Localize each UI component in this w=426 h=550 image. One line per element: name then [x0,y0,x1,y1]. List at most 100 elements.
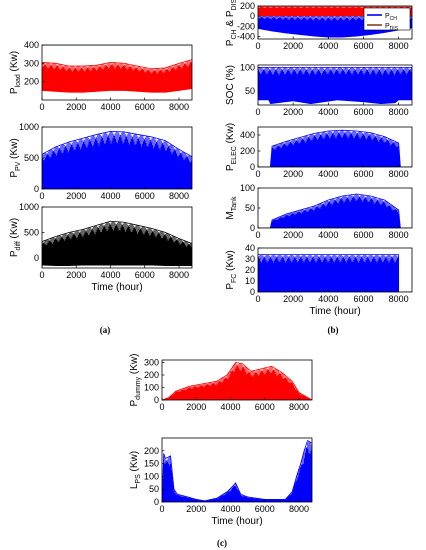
ytick-label-pfc-1: 10 [245,276,255,286]
ylabel-ppv: PPV (Kw) [9,138,22,177]
ytick-label-pfc-3: 30 [245,254,255,264]
chart-soc: 0 2000 4000 6000 8000 50 100 SOC (%) [225,62,413,117]
xtick-label-pdiff-4: 8000 [169,270,189,280]
ytick-label-pdiff-2: 1000 [19,202,39,212]
xtick-label-pelec-2: 4000 [318,169,338,179]
ytick-label-pdiff-1: 500 [24,227,39,237]
ytick-label-pdummy-1: 100 [144,383,159,393]
ytick-label-soc-1: 100 [240,62,255,72]
series-path-pdummy-0 [162,363,312,400]
xtick-label-pelec-0: 0 [255,169,260,179]
xtick-label-soc-0: 0 [255,107,260,117]
plot-area-mtank [258,193,412,228]
series-envelope-pelec-0 [258,129,412,167]
xtick-label-pfc-2: 4000 [318,294,338,304]
xtick-label-pdiff-1: 2000 [66,270,86,280]
plot-area-pelec [258,129,412,167]
ylabel-soc: SOC (%) [225,65,236,105]
ylabel-lps: LPS (Kw) [129,451,142,489]
series-pload-0 [42,59,192,93]
ytick-label-pch-0: -400 [237,31,255,41]
ylabel-pload: Pload (Kw) [9,51,22,94]
series-path-ppv-0 [42,131,192,189]
xtick-label-lps-1: 2000 [186,504,206,514]
ytick-label-pload-0: 200 [24,77,39,87]
ytick-label-mtank-0: 0 [250,223,255,233]
axes-frame-pdummy [161,359,313,401]
ytick-label-pload-2: 400 [24,40,39,50]
ytick-label-pelec-1: 200 [240,146,255,156]
axes-frame-pch [257,5,413,40]
xtick-label-ppv-4: 8000 [169,191,189,201]
ylabel-pch: PCH & PDIS [225,0,238,46]
plot-area-lps [162,439,312,502]
series-pelec-0 [258,129,412,167]
xtick-label-pfc-3: 6000 [353,294,373,304]
plot-area-pload [42,45,192,93]
ytick-label-lps-1: 50 [149,484,159,494]
ylabel-pelec: PELEC (Kw) [225,123,238,171]
ylabel-pfc: PFC (Kw) [225,250,238,289]
ytick-label-pdiff-0: 0 [34,253,39,263]
axes-frame-pload [41,44,193,101]
xtick-label-soc-4: 8000 [389,107,409,117]
series-path-soc-0 [258,67,412,105]
chart-pdiff: 0 2000 4000 6000 8000 0 500 1000 Pdiff (Kw) Time … [9,202,193,293]
ytick-label-pch-1: -200 [237,21,255,31]
series-envelope-pload-0 [42,59,192,70]
series-envelope-ppv-0 [42,130,192,158]
xtick-label-pch-1: 2000 [283,41,303,51]
xtick-label-mtank-0: 0 [255,230,260,240]
xtick-label-pdummy-2: 4000 [220,402,240,412]
xtick-label-ppv-0: 0 [39,191,44,201]
xtick-label-ppv-2: 4000 [100,191,120,201]
plot-area-ppv [42,130,192,189]
xtick-label-mtank-2: 4000 [318,230,338,240]
ylabel-mtank: MTank [225,196,238,220]
legend-label-1: PDIS [385,23,399,32]
ytick-label-pfc-0: 0 [250,287,255,297]
ytick-label-ppv-1: 500 [24,153,39,163]
series-pdiff-0 [42,220,192,266]
series-path-pfc-0 [258,254,399,292]
xtick-label-pfc-0: 0 [255,294,260,304]
series-path-pdiff-0 [42,221,192,266]
chart-ppv: 0 2000 4000 6000 8000 0 500 1000 PPV (Kw) [9,122,193,201]
xtick-label-lps-2: 4000 [220,504,240,514]
xtick-label-pload-4: 8000 [169,102,189,112]
xtick-label-pdummy-3: 6000 [255,402,275,412]
xtick-label-soc-1: 2000 [283,107,303,117]
xtick-label-pdiff-3: 6000 [135,270,155,280]
series-pfc-0 [258,254,412,292]
xtick-label-pdummy-1: 2000 [186,402,206,412]
xtick-label-soc-2: 4000 [318,107,338,117]
xtick-label-pdummy-0: 0 [159,402,164,412]
panel-label-a: (a) [100,325,111,335]
xtick-label-pdiff-0: 0 [39,270,44,280]
xlabel-pfc: Time (hour) [309,306,360,317]
ytick-label-pdummy-0: 0 [154,395,159,405]
series-ppv-0 [42,130,192,189]
axes-frame-soc [257,64,413,106]
ytick-label-mtank-2: 100 [240,183,255,193]
xtick-label-pelec-1: 2000 [283,169,303,179]
ytick-label-pch-3: 200 [240,1,255,11]
ytick-label-lps-3: 150 [144,459,159,469]
series-lps-0 [162,439,312,502]
xtick-label-pch-0: 0 [255,41,260,51]
xtick-label-lps-4: 8000 [289,504,309,514]
series-path-lps-0 [162,441,312,502]
xtick-label-pelec-3: 6000 [353,169,373,179]
ytick-label-lps-0: 0 [154,497,159,507]
ytick-label-ppv-0: 0 [34,184,39,194]
series-mtank-0 [258,193,412,228]
ytick-label-pdummy-2: 200 [144,370,159,380]
ylabel-pdummy: Pdummy (Kw) [129,354,142,407]
